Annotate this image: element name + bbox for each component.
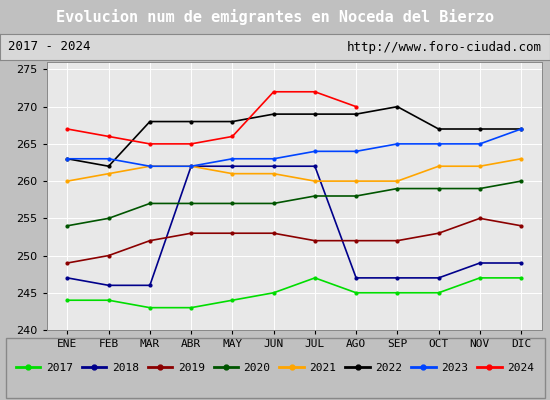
Legend: 2017, 2018, 2019, 2020, 2021, 2022, 2023, 2024: 2017, 2018, 2019, 2020, 2021, 2022, 2023… — [12, 358, 538, 378]
Text: 2017 - 2024: 2017 - 2024 — [8, 40, 91, 54]
Text: http://www.foro-ciudad.com: http://www.foro-ciudad.com — [346, 40, 542, 54]
Text: Evolucion num de emigrantes en Noceda del Bierzo: Evolucion num de emigrantes en Noceda de… — [56, 9, 494, 25]
